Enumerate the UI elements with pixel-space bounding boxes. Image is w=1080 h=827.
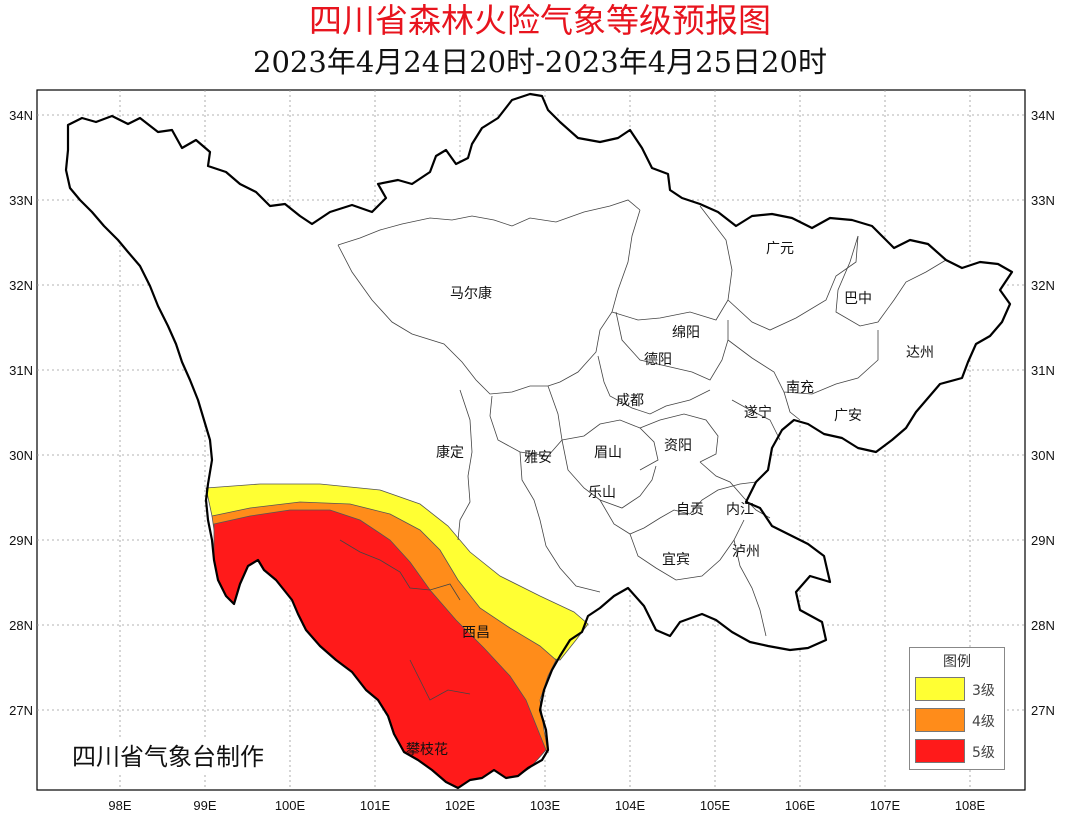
legend-label: 3级 [972, 683, 995, 699]
city-label-dazhou: 达州 [906, 345, 934, 361]
city-label-guangyuan: 广元 [766, 241, 794, 257]
city-label-mianyang: 绵阳 [672, 324, 700, 341]
latitude-ticks-right: 34N 33N 32N 31N 30N 29N 28N 27N [1031, 108, 1055, 718]
lat-tick: 27N [9, 703, 33, 718]
lon-tick: 98E [108, 798, 131, 813]
city-label-chengdu: 成都 [616, 393, 644, 409]
city-label-kangding: 康定 [436, 444, 464, 461]
legend-title: 图例 [943, 654, 971, 670]
province-border [64, 92, 1014, 790]
lat-tick: 31N [1031, 363, 1055, 378]
city-label-xichang: 西昌 [462, 625, 490, 641]
lon-tick: 107E [870, 798, 901, 813]
lat-tick: 31N [9, 363, 33, 378]
city-label-luzhou: 泸州 [732, 544, 760, 560]
legend-item: 5级 [910, 735, 1004, 766]
legend-item: 4级 [910, 704, 1004, 735]
legend-item: 3级 [910, 673, 1004, 704]
longitude-ticks: 98E 99E 100E 101E 102E 103E 104E 105E 10… [108, 798, 985, 813]
lat-tick: 30N [1031, 448, 1055, 463]
lat-tick: 33N [9, 193, 33, 208]
city-label-zigong: 自贡 [676, 502, 704, 518]
legend: 图例 3级 4级 5级 [909, 647, 1005, 770]
city-label-meishan: 眉山 [594, 445, 622, 461]
lon-tick: 104E [615, 798, 646, 813]
city-label-ziyang: 资阳 [664, 438, 692, 454]
city-label-yibin: 宜宾 [662, 552, 690, 568]
city-label-maerkang: 马尔康 [450, 285, 492, 302]
city-label-neijiang: 内江 [726, 502, 754, 518]
lat-tick: 34N [9, 108, 33, 123]
lat-tick: 32N [9, 278, 33, 293]
city-label-nanchong: 南充 [786, 380, 814, 396]
lat-tick: 28N [1031, 618, 1055, 633]
lat-tick: 33N [1031, 193, 1055, 208]
city-label-deyang: 德阳 [644, 352, 672, 368]
city-label-guangan: 广安 [834, 408, 862, 424]
prefecture-boundaries [337, 199, 947, 701]
lon-tick: 100E [275, 798, 306, 813]
legend-swatch-level-4 [915, 708, 965, 732]
lon-tick: 102E [445, 798, 476, 813]
city-labels: 广元 马尔康 巴中 绵阳 德阳 达州 南充 成都 遂宁 广安 康定 雅安 眉山 … [406, 241, 934, 758]
lat-tick: 32N [1031, 278, 1055, 293]
city-label-leshan: 乐山 [588, 485, 616, 501]
lon-tick: 99E [193, 798, 216, 813]
city-label-panzhihua: 攀枝花 [406, 742, 448, 758]
lon-tick: 106E [785, 798, 816, 813]
legend-swatch-level-5 [915, 739, 965, 763]
legend-label: 4级 [972, 714, 995, 730]
lat-tick: 27N [1031, 703, 1055, 718]
lat-tick: 28N [9, 618, 33, 633]
lon-tick: 105E [700, 798, 731, 813]
lat-tick: 34N [1031, 108, 1055, 123]
legend-label: 5级 [972, 745, 995, 761]
city-label-suining: 遂宁 [744, 404, 772, 421]
city-label-bazhong: 巴中 [844, 291, 872, 307]
lat-tick: 30N [9, 448, 33, 463]
forecast-period: 2023年4月24日20时-2023年4月25日20时 [253, 45, 827, 79]
producer-credit: 四川省气象台制作 [70, 737, 266, 772]
city-label-yaan: 雅安 [524, 450, 552, 466]
lat-tick: 29N [1031, 533, 1055, 548]
lon-tick: 101E [360, 798, 391, 813]
map-title: 四川省森林火险气象等级预报图 [309, 1, 771, 40]
lat-tick: 29N [9, 533, 33, 548]
legend-swatch-level-3 [915, 677, 965, 701]
lon-tick: 103E [530, 798, 561, 813]
lon-tick: 108E [955, 798, 986, 813]
latitude-ticks-left: 34N 33N 32N 31N 30N 29N 28N 27N [9, 108, 33, 718]
